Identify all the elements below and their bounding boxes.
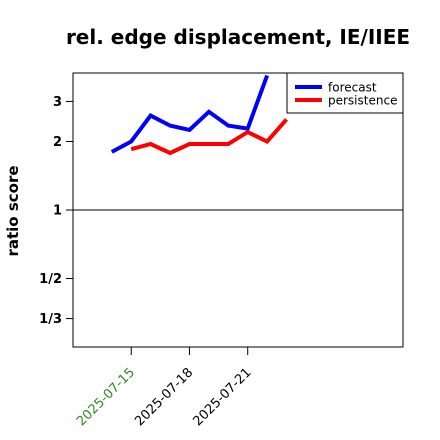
y-tick-label: 2 [53,135,62,150]
x-tick-label: 2025-07-21 [190,365,254,429]
series-line-forecast [110,74,269,154]
y-axis: 1/3 1/2 1 2 3 [39,95,73,327]
x-tick-label: 2025-07-15 [74,365,138,429]
series-layer [110,74,289,156]
legend-box [286,72,404,114]
y-tick-label: 1 [53,204,62,219]
y-axis-label: ratio score [4,165,22,256]
plot-frame [72,72,404,348]
legend-label-persistence: persistence [328,94,397,108]
legend-label-forecast: forecast [328,81,377,95]
y-tick-label: 3 [53,95,62,110]
y-tick-label: 1/3 [39,312,62,327]
x-tick-label: 2025-07-18 [132,365,196,429]
series-line-persistence [130,118,289,156]
chart-title: rel. edge displacement, IE/IIEE [66,25,410,49]
y-tick-label: 1/2 [39,272,62,287]
